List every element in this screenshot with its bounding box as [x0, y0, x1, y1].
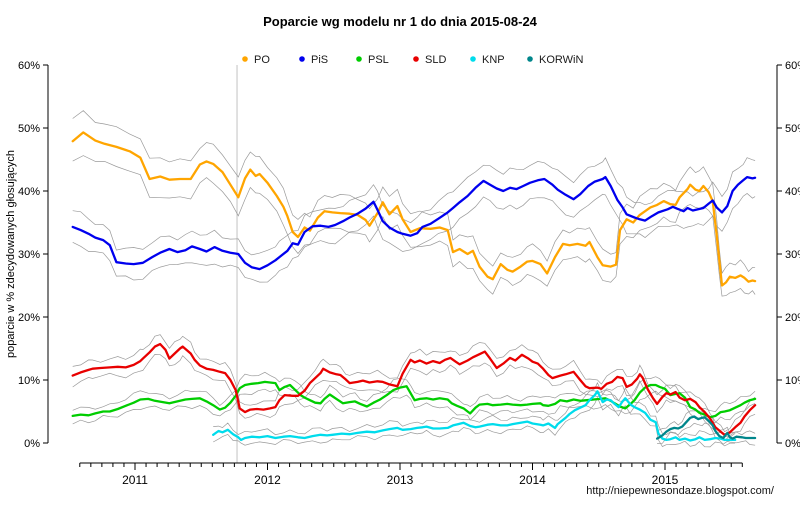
y-tick-label-right: 10% — [785, 375, 800, 387]
band-PO — [72, 155, 756, 297]
y-tick-label-left: 40% — [18, 186, 40, 198]
x-tick-label-year: 2011 — [122, 473, 148, 487]
psl-legend-dot — [356, 56, 362, 62]
watermark-url: http://niepewnesondaze.blogspot.com/ — [586, 485, 775, 497]
band-PSL — [72, 388, 756, 425]
legend-label: KNP — [482, 54, 505, 66]
band-KNP — [213, 381, 736, 438]
y-tick-label-left: 0% — [24, 438, 40, 450]
legend-item-PSL: PSL — [356, 54, 389, 66]
y-axis-label: poparcie w % zdecydowanych głosujących — [5, 150, 17, 358]
korwin-legend-dot — [527, 56, 533, 62]
chart-title: Poparcie wg modelu nr 1 do dnia 2015-08-… — [263, 14, 538, 29]
y-tick-label-left: 10% — [18, 375, 40, 387]
legend-item-KORWiN: KORWiN — [527, 54, 583, 66]
y-tick-label-right: 30% — [785, 249, 800, 261]
sld-legend-dot — [413, 56, 419, 62]
legend-label: PSL — [368, 54, 389, 66]
y-tick-label-right: 50% — [785, 123, 800, 135]
series-line-PO — [71, 131, 757, 287]
y-tick-label-right: 60% — [785, 60, 800, 72]
series-line-PiS — [71, 175, 757, 271]
band-PSL — [72, 371, 756, 412]
chart-legend: PO PiS PSL SLD KNP KORWiN — [242, 54, 583, 66]
x-tick-label-year: 2014 — [519, 473, 546, 487]
x-tick-label-year: 2012 — [254, 473, 281, 487]
y-tick-label-right: 0% — [785, 438, 800, 450]
x-tick-label-year: 2015 — [652, 473, 679, 487]
legend-item-KNP: KNP — [470, 54, 505, 66]
y-tick-label-right: 40% — [785, 186, 800, 198]
legend-item-PO: PO — [242, 54, 270, 66]
pis-legend-dot — [299, 56, 305, 62]
y-tick-label-left: 30% — [18, 249, 40, 261]
legend-item-PiS: PiS — [299, 54, 328, 66]
band-KNP — [213, 396, 736, 448]
legend-label: SLD — [425, 54, 446, 66]
y-tick-label-left: 60% — [18, 60, 40, 72]
series-line-PSL — [71, 380, 757, 419]
band-SLD — [72, 334, 756, 433]
knp-legend-dot — [470, 56, 476, 62]
band-PO — [72, 110, 756, 275]
legend-item-SLD: SLD — [413, 54, 446, 66]
legend-label: PiS — [311, 54, 328, 66]
legend-label: KORWiN — [539, 54, 583, 66]
legend-label: PO — [254, 54, 270, 66]
y-tick-label-left: 50% — [18, 123, 40, 135]
band-KORWiN — [657, 422, 756, 446]
y-tick-label-right: 20% — [785, 312, 800, 324]
po-legend-dot — [242, 56, 248, 62]
series-lines — [71, 131, 757, 442]
band-SLD — [72, 354, 756, 442]
x-tick-label-year: 2013 — [387, 473, 414, 487]
axes: 0% 0% 10% 10% 20% 20% 30% 30% 40% 40% 50% 50% 60% 60%… — [18, 60, 800, 487]
band-PiS — [72, 157, 756, 256]
series-line-SLD — [71, 342, 757, 436]
series-line-KORWiN — [655, 415, 757, 440]
y-tick-label-left: 20% — [18, 312, 40, 324]
